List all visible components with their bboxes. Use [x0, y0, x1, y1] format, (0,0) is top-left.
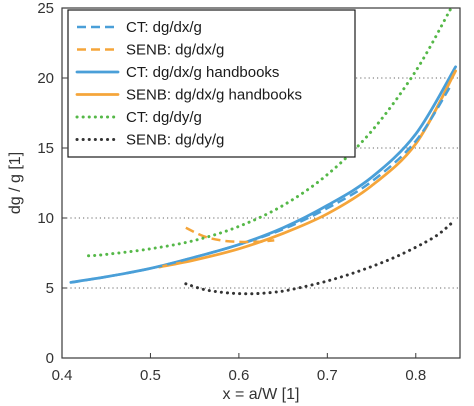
- series-line: [184, 222, 453, 296]
- y-tick-label: 0: [46, 350, 54, 367]
- series-line: [70, 84, 453, 284]
- plot-frame: [61, 7, 461, 359]
- x-tick-label: 0.6: [228, 367, 249, 384]
- legend: CT: dg/dx/g SENB: dg/dx/g CT: dg/dx/g hand…: [67, 9, 356, 158]
- y-tick-label: 25: [37, 0, 54, 17]
- legend-entry: SENB: dg/dx/g: [126, 42, 224, 59]
- series-line: [185, 226, 275, 244]
- legend-entry: CT: dg/dx/g handbooks: [126, 64, 279, 81]
- legend-box: [67, 9, 356, 158]
- legend-entry: SENB: dg/dy/g: [126, 132, 224, 149]
- y-tick-label: 15: [37, 140, 54, 157]
- x-tick-label: 0.7: [317, 367, 338, 384]
- legend-entry: SENB: dg/dx/g handbooks: [126, 87, 302, 104]
- y-tick-label: 10: [37, 210, 54, 227]
- series-line: [157, 69, 457, 269]
- x-tick-label: 0.5: [140, 367, 161, 384]
- x-tick-label: 0.8: [405, 367, 426, 384]
- x-tick-label: 0.4: [52, 367, 73, 384]
- series-line: [87, 6, 453, 258]
- y-tick-label: 20: [37, 70, 54, 87]
- y-axis-label: dg / g [1]: [7, 152, 24, 214]
- axis-ticks: 0.4 0.5 0.6 0.7 0.8 0 5 10 15 20 25: [37, 0, 426, 384]
- legend-entry: CT: dg/dx/g: [126, 19, 202, 36]
- x-axis-label: x = a/W [1]: [223, 386, 300, 403]
- series-lines: [69, 6, 457, 296]
- legend-entry: CT: dg/dy/g: [126, 109, 202, 126]
- y-tick-label: 5: [46, 280, 54, 297]
